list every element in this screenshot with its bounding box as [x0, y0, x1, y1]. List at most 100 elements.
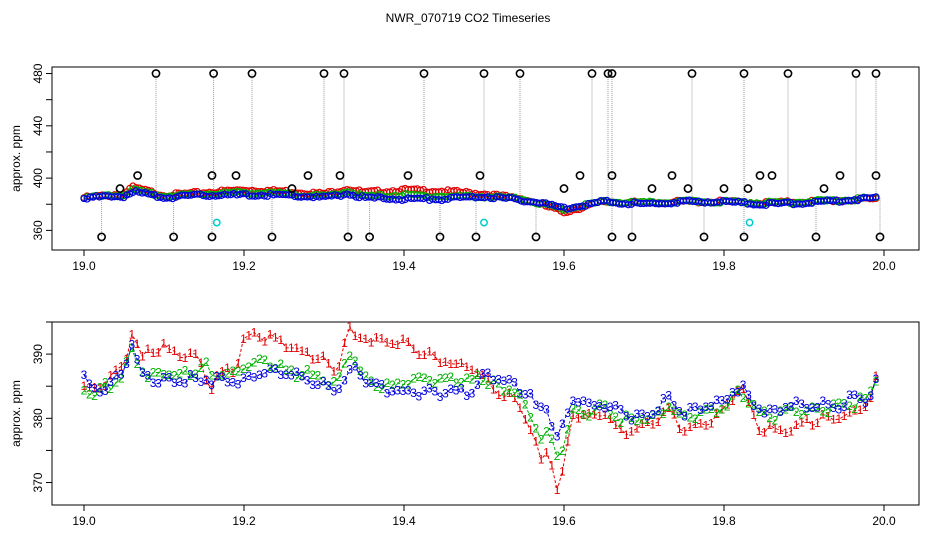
series-s3-mark: 3 [687, 401, 694, 415]
series-s1-mark: 1 [357, 331, 364, 345]
series-s1-mark: 1 [676, 422, 683, 436]
series-s1-mark: 1 [224, 361, 231, 375]
series-s3-mark: 3 [447, 382, 454, 396]
series-s3-mark: 3 [453, 383, 460, 397]
series-s3-mark: 3 [867, 389, 874, 403]
outlier-point [667, 171, 677, 180]
series-s3-mark: 3 [182, 376, 189, 390]
series-s1-mark: 1 [389, 337, 396, 351]
series-s1-mark: 1 [745, 395, 752, 409]
series-s2-mark: 2 [283, 363, 290, 377]
outlier-point [743, 184, 753, 193]
series-s2-mark: 2 [123, 354, 130, 368]
series-s1-mark: 1 [187, 346, 194, 360]
series-s2-mark: 2 [261, 353, 268, 367]
series-s2-mark: 2 [251, 355, 258, 369]
series-s2-mark: 2 [405, 377, 412, 391]
series-s3-mark: 3 [256, 368, 263, 382]
series-s2-mark: 2 [639, 413, 646, 427]
plot-frame [51, 321, 920, 506]
series-s2-mark: 2 [782, 403, 789, 417]
series-s3-mark: 3 [458, 382, 465, 396]
y-tick-label: 370 [31, 472, 45, 492]
outlier-point [851, 69, 861, 78]
series-s3-mark: 3 [208, 378, 215, 392]
series-s1-mark: 1 [623, 428, 630, 442]
series-s2-mark: 2 [559, 444, 566, 458]
series-s1-mark: 1 [713, 407, 720, 421]
series-s3-point [117, 193, 125, 201]
series-s2-mark: 2 [389, 378, 396, 392]
series-s3-mark: 3 [91, 382, 98, 396]
series-s2-mark: 2 [304, 363, 311, 377]
series-s3-point [147, 190, 155, 199]
series-s3-mark: 3 [532, 398, 539, 412]
series-s3-mark: 3 [782, 400, 789, 414]
series-s2-mark: 2 [134, 357, 141, 371]
outlier-point [871, 69, 881, 78]
series-s2-mark: 2 [431, 376, 438, 390]
series-s1-mark: 1 [102, 379, 109, 393]
series-s3-mark: 3 [740, 378, 747, 392]
outlier-point [559, 184, 569, 193]
series-s3-mark: 3 [479, 366, 486, 380]
series-s2-mark: 2 [729, 388, 736, 402]
series-s2-mark: 2 [532, 422, 539, 436]
x-tick-label: 19.2 [232, 514, 256, 528]
series-s1-mark: 1 [283, 341, 290, 355]
series-s1-mark: 1 [410, 342, 417, 356]
outlier-point [699, 232, 709, 242]
series-s1-mark: 1 [724, 397, 731, 411]
outlier-point [115, 184, 125, 193]
outlier-point [687, 69, 697, 78]
series-s1-mark: 1 [809, 419, 816, 433]
series-s3-mark: 3 [426, 381, 433, 395]
x-tick-label: 19.6 [552, 514, 576, 528]
series-s1-mark: 1 [591, 408, 598, 422]
series-s1-mark: 1 [793, 418, 800, 432]
outlier-point [319, 69, 329, 78]
series-s3-mark: 3 [341, 374, 348, 388]
series-s2-mark: 2 [841, 396, 848, 410]
series-s1-mark: 1 [107, 368, 114, 382]
series-s1-mark: 1 [820, 407, 827, 421]
series-s3-mark: 3 [155, 377, 162, 391]
series-s1-mark: 1 [851, 404, 858, 418]
series-s3-mark: 3 [485, 366, 492, 380]
outlier-point [603, 69, 613, 78]
series-s1-mark: 1 [113, 363, 120, 377]
series-s1-mark: 1 [426, 344, 433, 358]
series-s2-mark: 2 [229, 364, 236, 378]
series-s2-mark: 2 [378, 382, 385, 396]
series-s1-mark: 1 [777, 423, 784, 437]
series-s1-mark: 1 [495, 388, 502, 402]
series-s3-mark: 3 [118, 367, 125, 381]
x-tick-label: 19.0 [72, 514, 96, 528]
series-s2-mark: 2 [91, 389, 98, 403]
series-s1-mark: 1 [479, 368, 486, 382]
series-s1-mark: 1 [378, 332, 385, 346]
series-s1-mark: 1 [288, 341, 295, 355]
series-s1-mark: 1 [346, 320, 353, 334]
series-s1-mark: 1 [649, 418, 656, 432]
series-s3-point [872, 193, 880, 201]
outlier-point [343, 232, 353, 242]
outlier-point [835, 171, 845, 180]
series-s2-mark: 2 [182, 364, 189, 378]
outlier-point [151, 69, 161, 78]
series-s3-mark: 3 [543, 402, 550, 416]
series-s1-mark: 1 [665, 401, 672, 415]
series-s3-mark: 3 [272, 362, 279, 376]
series-s3-mark: 3 [570, 394, 577, 408]
series-s2-mark: 2 [554, 449, 561, 463]
series-s1-mark: 1 [734, 384, 741, 398]
series-s1-mark: 1 [192, 347, 199, 361]
series-s2-mark: 2 [867, 384, 874, 398]
series-s1-mark: 1 [750, 408, 757, 422]
series-s1-mark: 1 [267, 327, 274, 341]
series-s1-mark: 1 [655, 415, 662, 429]
series-s1-mark: 1 [81, 379, 88, 393]
series-s1-mark: 1 [182, 351, 189, 365]
series-s2-mark: 2 [352, 354, 359, 368]
